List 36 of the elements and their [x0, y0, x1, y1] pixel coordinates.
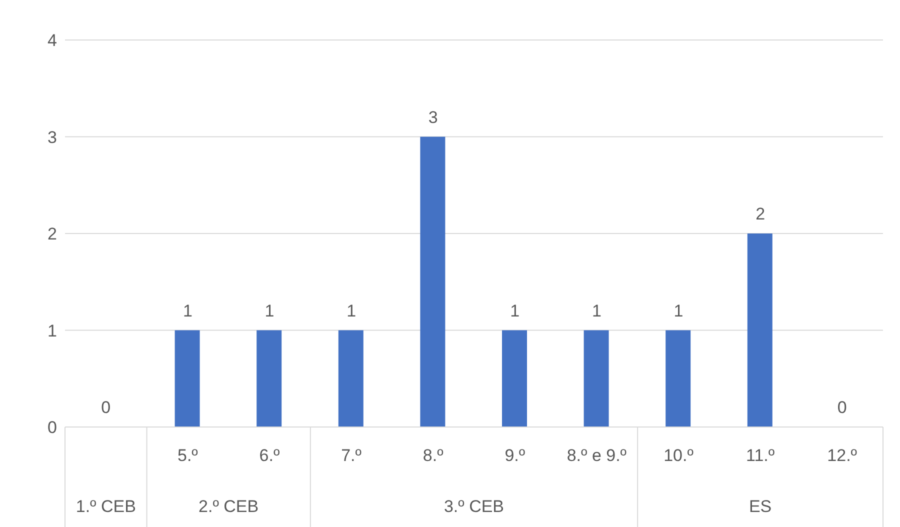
data-label: 0 [837, 398, 847, 417]
x-tick-label: 5.º [178, 446, 198, 465]
y-tick-label: 3 [48, 128, 57, 147]
x-tick-label: 8.º [422, 446, 444, 465]
y-tick-label: 1 [48, 321, 57, 340]
data-label: 1 [182, 301, 192, 320]
x-tick-label: 7.º [341, 446, 362, 465]
y-tick-label: 0 [48, 418, 57, 438]
y-tick-label: 2 [48, 224, 57, 244]
data-label: 1 [592, 301, 602, 320]
x-tick-label: 9.º [504, 446, 526, 465]
data-label: 1 [510, 301, 520, 320]
text: 2.º CEB [198, 497, 259, 516]
bar [747, 234, 772, 427]
text: 3.º CEB [444, 497, 504, 516]
text: 1.º CEB [76, 497, 136, 516]
x-tick-label: 6.º [259, 446, 280, 465]
data-label: 1 [346, 301, 356, 320]
bar [584, 330, 609, 427]
y-tick-label: 4 [48, 31, 57, 50]
text: ES [748, 497, 772, 516]
bar [174, 330, 200, 427]
bar [338, 330, 364, 427]
bar [420, 136, 446, 427]
x-tick-label: 10.º [664, 446, 694, 465]
data-label: 1 [674, 301, 684, 320]
data-label: 2 [756, 204, 766, 224]
data-label: 3 [428, 108, 438, 127]
data-label: 0 [101, 398, 111, 417]
bar [502, 330, 527, 427]
x-tick-label: 8.º e 9.º [566, 446, 627, 465]
data-label: 1 [264, 301, 274, 320]
x-tick-label: 11.º [746, 446, 775, 465]
bar [666, 330, 691, 427]
bar [256, 330, 282, 427]
x-tick-label: 12.º [827, 446, 858, 465]
